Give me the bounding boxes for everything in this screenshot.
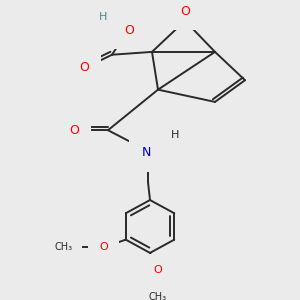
Text: O: O xyxy=(69,124,79,137)
Text: O: O xyxy=(180,5,190,18)
Text: O: O xyxy=(99,242,108,252)
Text: H: H xyxy=(99,12,107,22)
Text: O: O xyxy=(154,265,162,275)
Text: O: O xyxy=(124,24,134,37)
Text: CH₃: CH₃ xyxy=(55,242,73,252)
Text: O: O xyxy=(79,61,89,74)
Text: CH₃: CH₃ xyxy=(149,292,167,300)
Text: H: H xyxy=(171,130,179,140)
Text: N: N xyxy=(141,146,151,159)
